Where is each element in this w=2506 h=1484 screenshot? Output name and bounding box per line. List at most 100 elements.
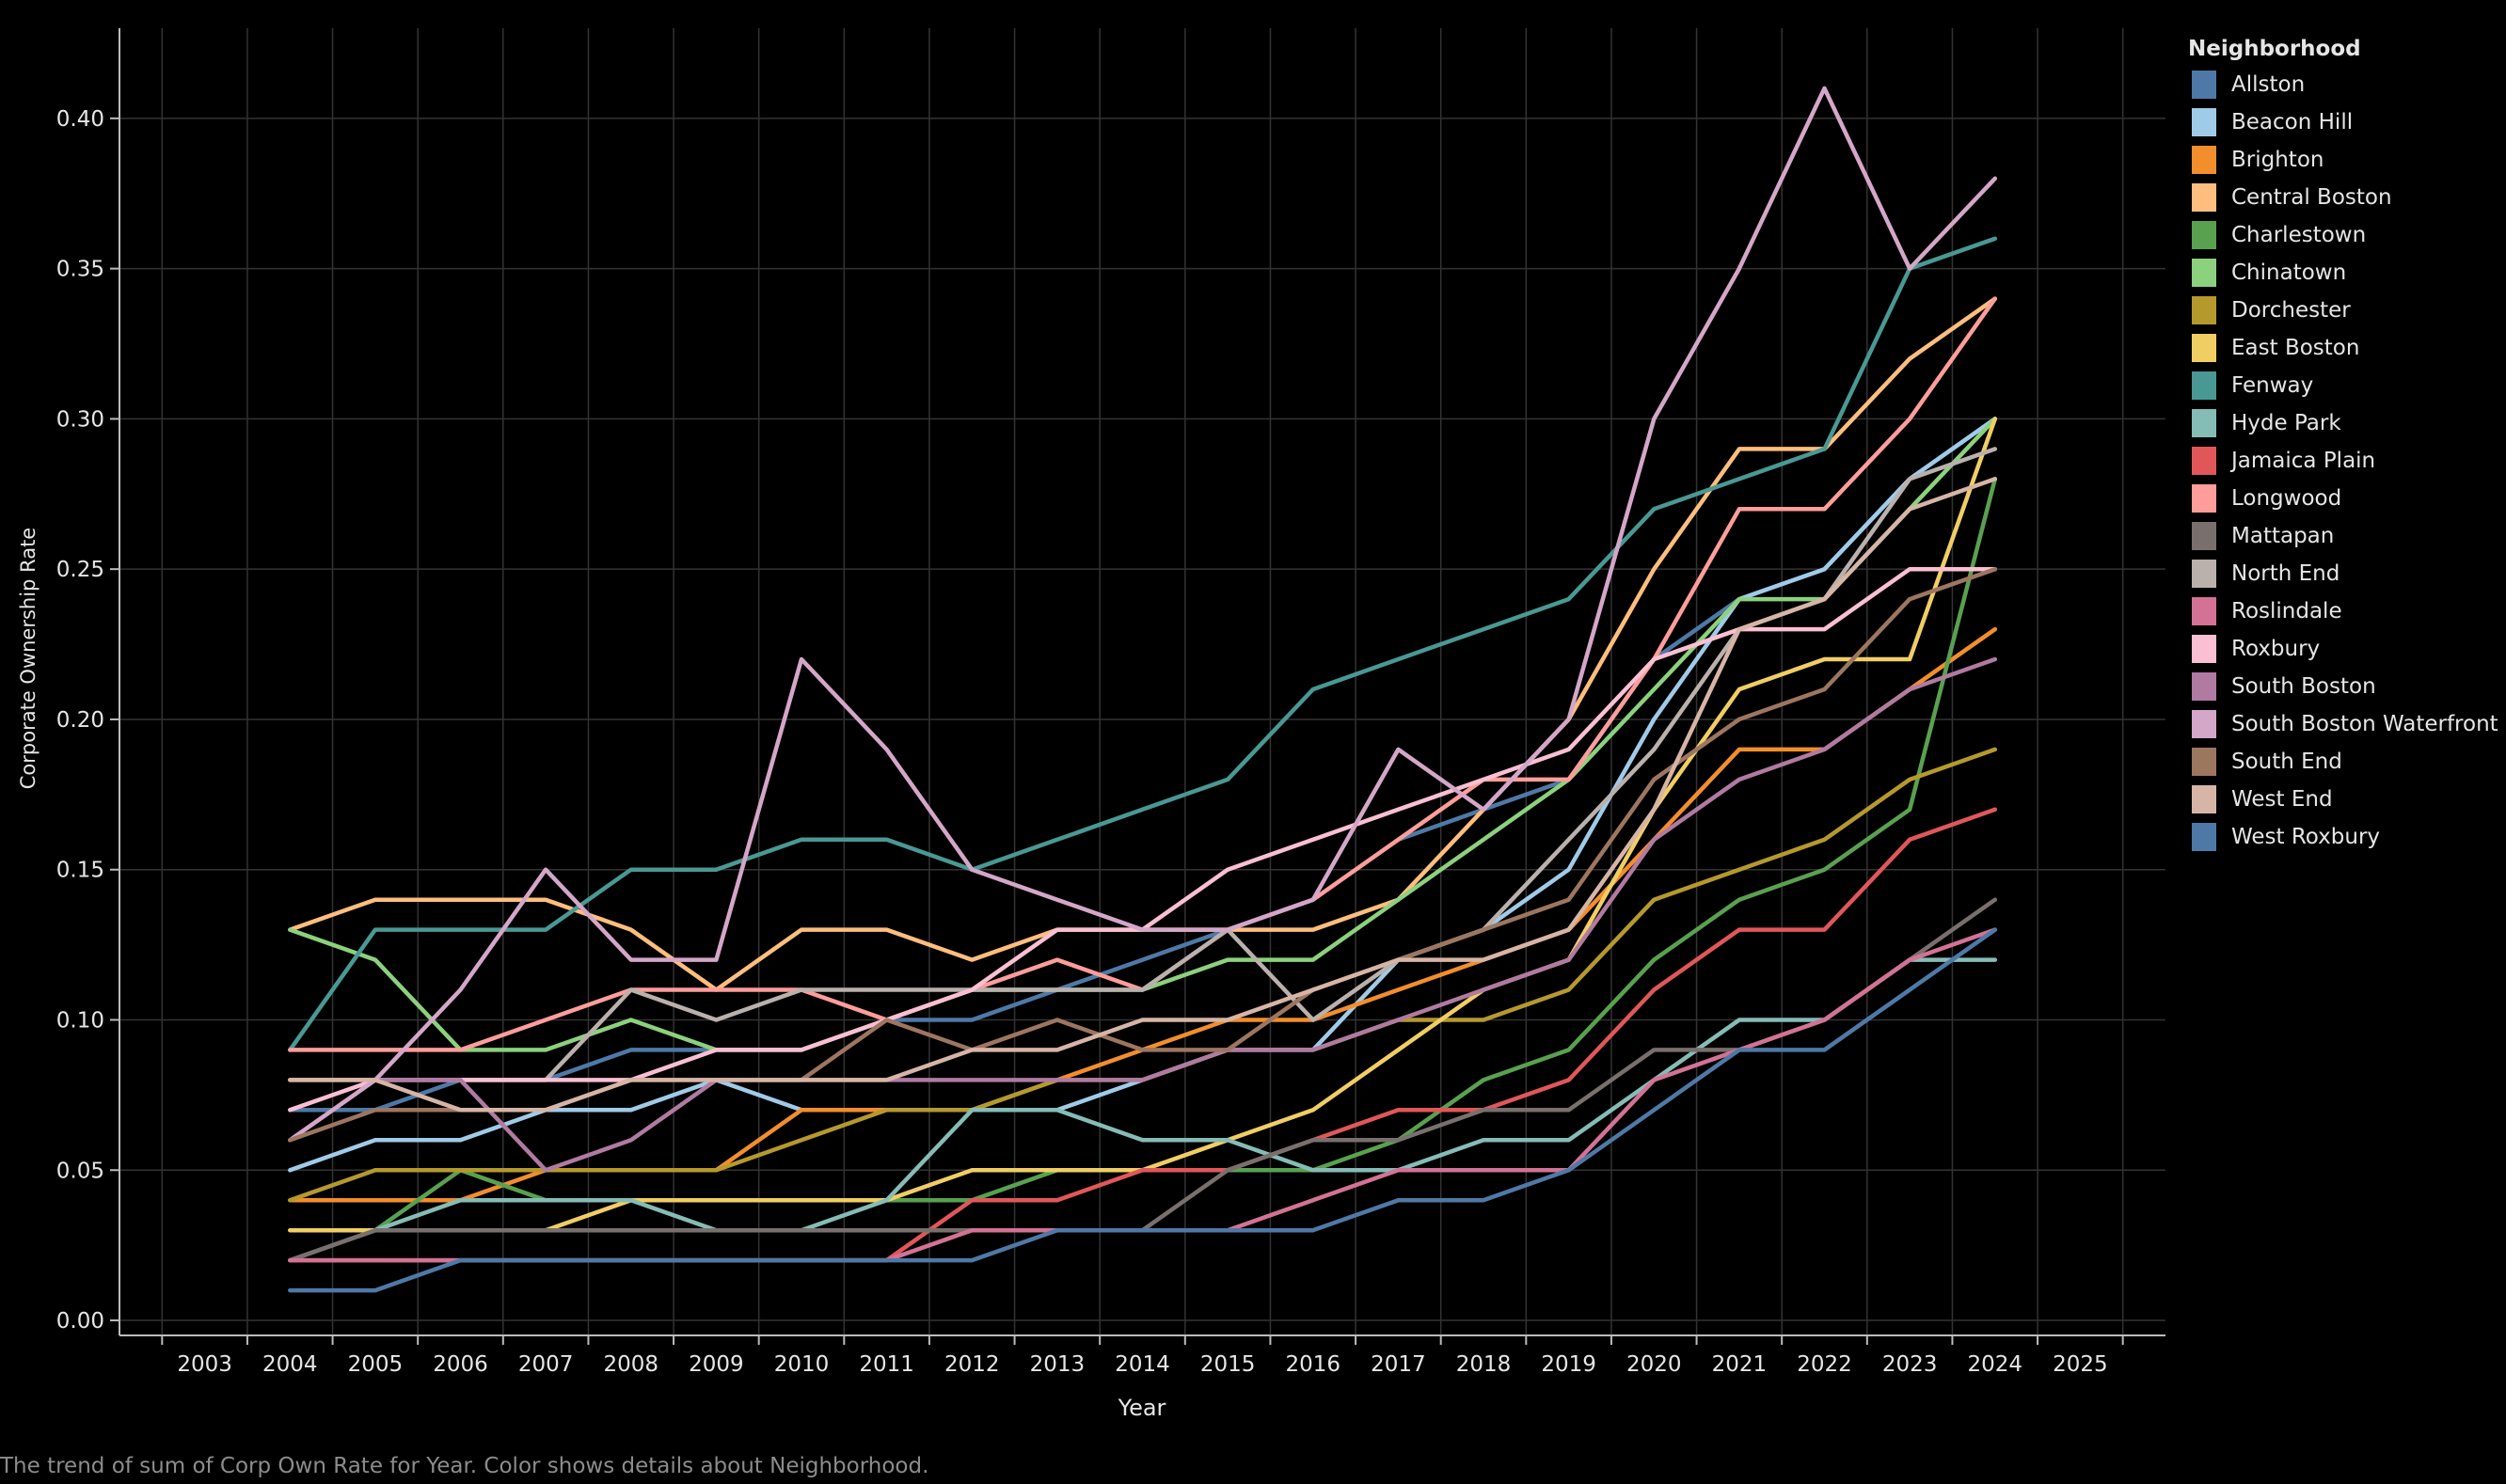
legend-label: South Boston: [2231, 674, 2376, 699]
legend-swatch: [2192, 221, 2216, 249]
x-tick-label: 2025: [2053, 1352, 2108, 1377]
legend-label: Central Boston: [2231, 185, 2392, 210]
series-line-chinatown: [288, 417, 1998, 1052]
legend-label: Allston: [2231, 72, 2306, 97]
legend-swatch: [2192, 710, 2216, 738]
legend-item-west-end[interactable]: West End: [2188, 781, 2506, 818]
y-tick-label: 0.15: [56, 859, 104, 883]
legend-label: West Roxbury: [2231, 825, 2381, 849]
series-line-north-end: [288, 447, 1998, 1082]
legend-item-west-roxbury[interactable]: West Roxbury: [2188, 818, 2506, 856]
legend-item-chinatown[interactable]: Chinatown: [2188, 254, 2506, 292]
series-line-allston: [288, 417, 1998, 1113]
series-line-roslindale: [288, 927, 1998, 1263]
legend-item-north-end[interactable]: North End: [2188, 555, 2506, 592]
legend-label: Dorchester: [2231, 298, 2351, 323]
legend-item-allston[interactable]: Allston: [2188, 66, 2506, 103]
series-line-dorchester: [288, 747, 1998, 1203]
gridlines: [119, 28, 2165, 1335]
legend-item-south-boston-waterfront[interactable]: South Boston Waterfront: [2188, 705, 2506, 743]
x-axis-label: Year: [1118, 1395, 1166, 1421]
series-line-west-roxbury: [288, 927, 1998, 1293]
x-tick-label: 2015: [1200, 1352, 1256, 1377]
series-line-jamaica-plain: [288, 807, 1998, 1263]
legend-item-hyde-park[interactable]: Hyde Park: [2188, 404, 2506, 442]
legend-item-south-end[interactable]: South End: [2188, 743, 2506, 781]
legend-item-jamaica-plain[interactable]: Jamaica Plain: [2188, 442, 2506, 480]
legend-label: Charlestown: [2231, 223, 2367, 247]
legend-label: Roslindale: [2231, 599, 2342, 624]
legend-swatch: [2192, 748, 2216, 776]
series-line-roxbury: [288, 566, 1998, 1113]
legend-swatch: [2192, 447, 2216, 475]
legend-label: Hyde Park: [2231, 411, 2341, 435]
legend-swatch: [2192, 635, 2216, 663]
legend-item-fenway[interactable]: Fenway: [2188, 367, 2506, 404]
series-line-fenway: [288, 236, 1998, 1052]
x-tick-label: 2014: [1115, 1352, 1170, 1377]
x-tick-label: 2021: [1712, 1352, 1768, 1377]
legend-swatch: [2192, 183, 2216, 212]
x-tick-label: 2017: [1371, 1352, 1426, 1377]
legend-swatch: [2192, 259, 2216, 287]
x-tick-label: 2007: [518, 1352, 574, 1377]
x-tick-labels: 2003 2004 2005 2006 2007 2008 2009 2010 2011 2012…: [177, 1352, 2107, 1377]
legend-label: Jamaica Plain: [2231, 449, 2376, 473]
x-tick-label: 2009: [689, 1352, 744, 1377]
y-tick-label: 0.00: [56, 1309, 104, 1334]
legend-swatch: [2192, 296, 2216, 324]
legend-item-beacon-hill[interactable]: Beacon Hill: [2188, 103, 2506, 141]
legend-item-roslindale[interactable]: Roslindale: [2188, 592, 2506, 630]
x-tick-label: 2016: [1285, 1352, 1340, 1377]
series-line-south-boston-waterfront: [288, 86, 1998, 1143]
legend-item-roxbury[interactable]: Roxbury: [2188, 630, 2506, 668]
x-tick-label: 2012: [944, 1352, 1000, 1377]
legend-item-longwood[interactable]: Longwood: [2188, 480, 2506, 517]
axes: [110, 28, 2165, 1345]
legend-swatch: [2192, 597, 2216, 625]
legend-label: Fenway: [2231, 373, 2314, 398]
x-tick-label: 2004: [262, 1352, 318, 1377]
x-tick-label: 2008: [603, 1352, 658, 1377]
series-line-beacon-hill: [288, 417, 1998, 1173]
legend-label: Mattapan: [2231, 524, 2335, 548]
legend-label: Brighton: [2231, 148, 2324, 172]
legend-items: Allston Beacon Hill Brighton Central Boston…: [2188, 66, 2506, 856]
legend-item-mattapan[interactable]: Mattapan: [2188, 517, 2506, 555]
legend-swatch: [2192, 146, 2216, 174]
legend-item-south-boston[interactable]: South Boston: [2188, 668, 2506, 705]
series-line-longwood: [288, 296, 1998, 1052]
y-tick-label: 0.05: [56, 1159, 104, 1183]
legend-swatch: [2192, 672, 2216, 701]
legend-item-charlestown[interactable]: Charlestown: [2188, 216, 2506, 254]
y-tick-labels: 0.00 0.05 0.10 0.15 0.20 0.25 0.30 0.35 0.40: [56, 107, 104, 1334]
x-tick-label: 2006: [433, 1352, 488, 1377]
y-axis-label: Corporate Ownership Rate: [17, 528, 40, 789]
series-line-hyde-park: [288, 957, 1998, 1263]
legend-item-brighton[interactable]: Brighton: [2188, 141, 2506, 179]
series-lines: [288, 86, 1998, 1293]
legend-swatch: [2192, 785, 2216, 813]
y-tick-label: 0.25: [56, 558, 104, 582]
x-tick-label: 2019: [1541, 1352, 1596, 1377]
legend-swatch: [2192, 71, 2216, 99]
series-line-south-boston: [288, 656, 1998, 1173]
legend-label: West End: [2231, 787, 2333, 812]
x-tick-label: 2013: [1030, 1352, 1086, 1377]
legend-swatch: [2192, 409, 2216, 437]
x-tick-label: 2024: [1967, 1352, 2022, 1377]
legend-label: East Boston: [2231, 336, 2360, 360]
legend-item-central-boston[interactable]: Central Boston: [2188, 179, 2506, 216]
y-tick-label: 0.40: [56, 107, 104, 132]
x-tick-label: 2003: [177, 1352, 232, 1377]
legend-label: Beacon Hill: [2231, 110, 2354, 134]
series-line-brighton: [288, 626, 1998, 1203]
chart-caption: The trend of sum of Corp Own Rate for Ye…: [0, 1454, 929, 1478]
legend-item-dorchester[interactable]: Dorchester: [2188, 292, 2506, 329]
x-tick-label: 2018: [1456, 1352, 1512, 1377]
legend-label: South End: [2231, 750, 2342, 774]
x-tick-label: 2005: [348, 1352, 404, 1377]
y-tick-label: 0.35: [56, 258, 104, 282]
legend-item-east-boston[interactable]: East Boston: [2188, 329, 2506, 367]
